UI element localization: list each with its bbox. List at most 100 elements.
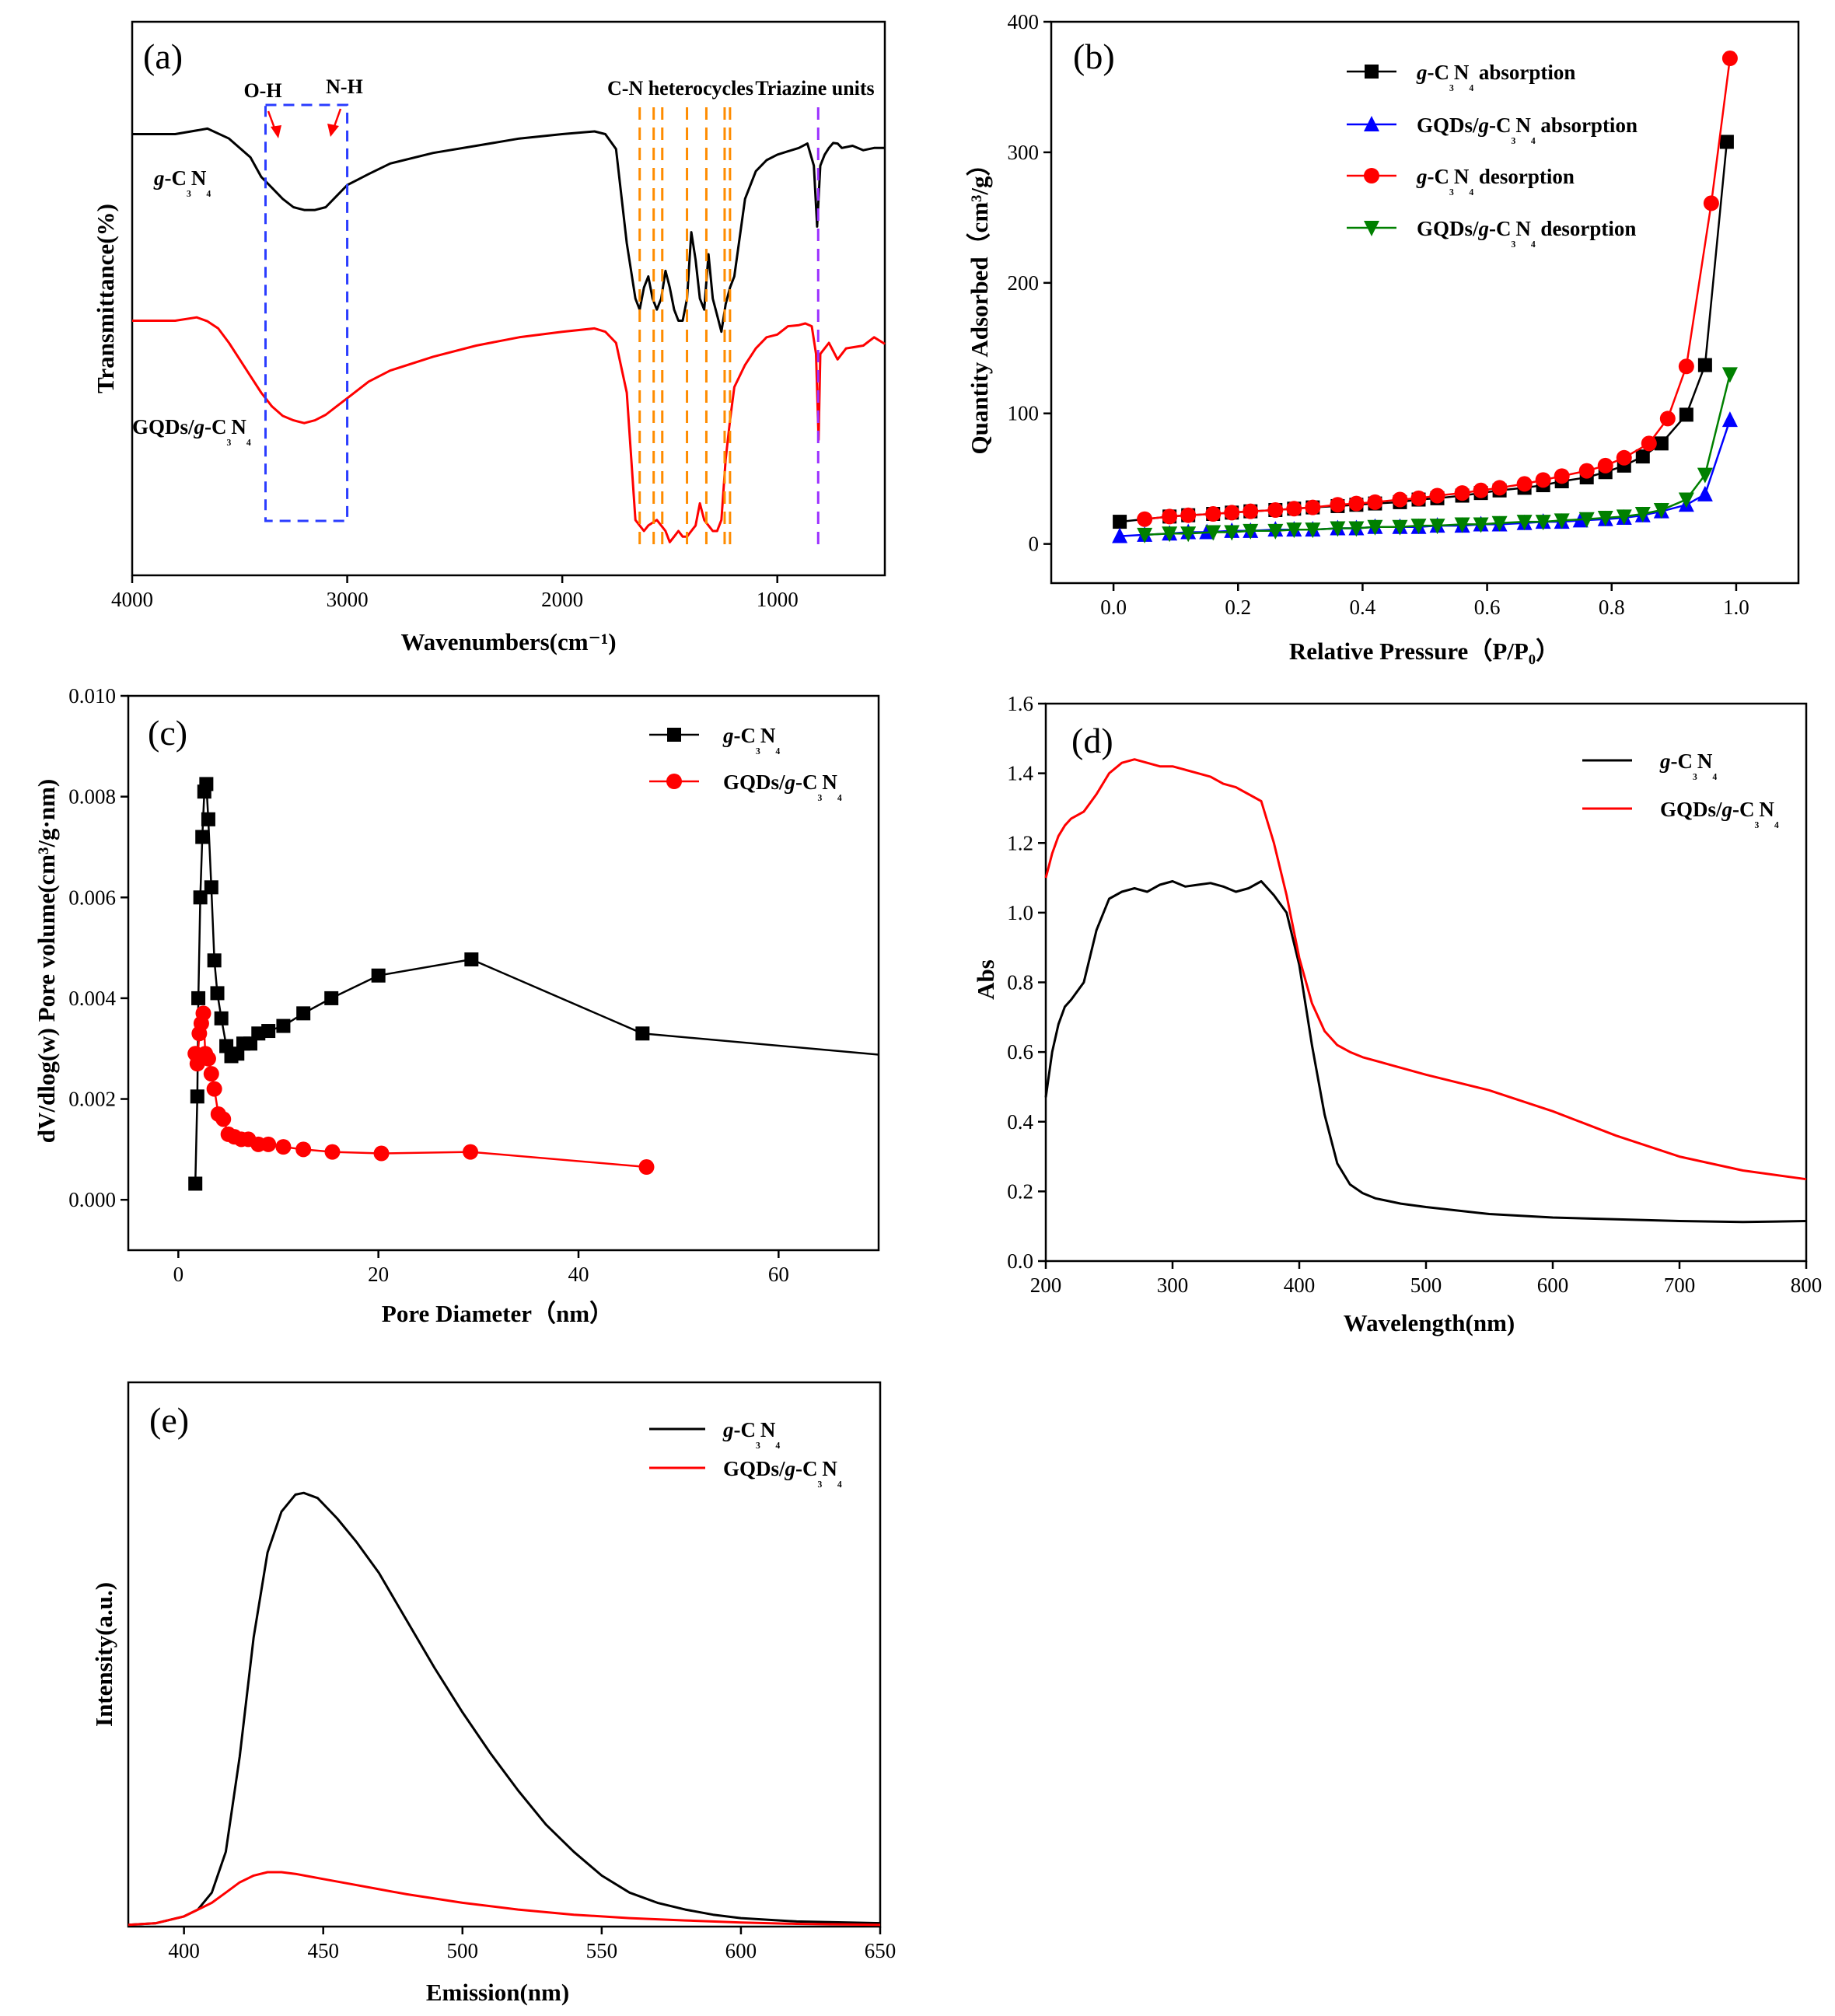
data-point (206, 1081, 222, 1097)
legend-label: GQDs/g-C₃N₄ (723, 770, 842, 802)
x-tick-label: 0.4 (1350, 596, 1376, 619)
y-tick-label: 0.006 (68, 886, 116, 909)
data-point (1205, 525, 1222, 541)
data-point (1697, 485, 1713, 501)
series-label-gqds: GQDs/g-C₃N₄ (132, 415, 251, 446)
data-point (1162, 526, 1178, 543)
x-axis-label: Pore Diameter（nm） (382, 1300, 613, 1327)
x-tick-label: 500 (447, 1939, 479, 1962)
legend-marker (1364, 221, 1379, 236)
y-axis-label: Transmittance(%) (92, 204, 119, 393)
x-axis-label: Relative Pressure（P/P₀） (1289, 638, 1560, 665)
series-label-gc3n4: g-C₃N₄ (153, 166, 211, 197)
oh-nh-region-box (264, 103, 349, 522)
uvvis-line-gc3n4 (1044, 880, 1807, 1224)
data-point (1721, 411, 1738, 428)
y-axis-label: Intensity(a.u.) (90, 1582, 117, 1727)
data-point (1267, 501, 1284, 518)
nh-label: N-H (326, 75, 363, 98)
data-point (295, 1141, 312, 1158)
data-point (1721, 367, 1738, 383)
x-tick-label: 2000 (541, 588, 583, 611)
series-gqds-g-c3n4-desorption (1137, 367, 1738, 543)
data-point (215, 1111, 232, 1127)
x-tick-label: 3000 (327, 588, 369, 611)
y-tick-label: 1.4 (1007, 762, 1033, 785)
data-point (371, 968, 386, 983)
x-tick-label: 650 (865, 1939, 897, 1962)
data-point (1410, 519, 1427, 535)
x-axis-label: Emission(nm) (426, 1979, 569, 2006)
x-tick-label: 300 (1157, 1274, 1189, 1297)
data-point (1653, 502, 1669, 519)
data-point (1367, 519, 1383, 536)
data-point (1429, 519, 1445, 535)
x-tick-label: 800 (1791, 1274, 1823, 1297)
data-point (195, 1005, 211, 1022)
data-point (1429, 487, 1445, 504)
y-tick-label: 0.8 (1007, 971, 1033, 994)
y-tick-label: 100 (1008, 402, 1040, 425)
pl-line-gc3n4 (128, 1491, 881, 1927)
data-point (1535, 472, 1551, 488)
data-point (1641, 435, 1657, 452)
data-point (1678, 492, 1694, 508)
data-point (207, 953, 222, 968)
data-point (1180, 526, 1197, 543)
panel-e-photoluminescence-chart: 400 450 500 550 600 650 g-C₃N₄ GQDs/g-C₃N₄ (e) Em… (90, 1381, 897, 2006)
y-tick-label: 0.000 (68, 1188, 116, 1211)
nh-arrow-head (327, 124, 339, 137)
data-point (1224, 505, 1240, 521)
legend-marker (666, 774, 682, 789)
data-point (1348, 521, 1365, 537)
panel-label-d: (d) (1071, 721, 1113, 760)
legend-label: GQDs/g-C₃N₄ (723, 1457, 842, 1488)
cn-heterocycles-label: C-N heterocycles (607, 77, 753, 100)
data-point (1305, 522, 1321, 539)
y-tick-label: 200 (1008, 271, 1040, 295)
x-tick-label: 1.0 (1723, 596, 1749, 619)
data-point (1634, 507, 1651, 523)
data-point (1597, 511, 1613, 527)
data-point (1554, 468, 1570, 484)
data-point (1113, 515, 1127, 529)
x-tick-label: 0.2 (1225, 596, 1251, 619)
plot-frame (127, 694, 880, 1252)
data-point (261, 1024, 276, 1039)
data-point (1286, 522, 1302, 539)
data-point (1243, 523, 1259, 540)
data-point (1410, 490, 1427, 506)
y-tick-label: 0.4 (1007, 1110, 1033, 1134)
data-point (201, 812, 215, 826)
y-tick-label: 1.0 (1007, 901, 1033, 924)
data-point (260, 1136, 277, 1152)
data-point (1659, 411, 1676, 427)
x-tick-label: 500 (1410, 1274, 1442, 1297)
data-point (1392, 519, 1408, 536)
data-point (1367, 494, 1383, 510)
data-point (638, 1159, 655, 1176)
data-point (1454, 517, 1470, 533)
plot-frame (1050, 20, 1800, 585)
x-tick-label: 200 (1030, 1274, 1062, 1297)
data-point (1267, 523, 1284, 540)
y-tick-label: 400 (1008, 10, 1040, 33)
panel-a-ftir-chart: 4000 3000 2000 1000 g-C₃N₄ GQDs/g-C₃N₄ O-H N-H C… (92, 20, 886, 655)
y-tick-label: 0.0 (1007, 1249, 1033, 1273)
data-point (1473, 517, 1489, 533)
legend-label: GQDs/g-C₃N₄ absorption (1417, 114, 1638, 145)
data-point (1205, 506, 1222, 522)
data-point (210, 986, 225, 1001)
legend-label: g-C₃N₄ desorption (1416, 165, 1575, 196)
data-point (296, 1006, 311, 1021)
pl-line-gqds (128, 1871, 881, 1927)
panel-label-c: (c) (148, 713, 187, 753)
y-tick-label: 1.6 (1007, 692, 1033, 715)
data-point (1516, 476, 1533, 492)
uvvis-line-gqds (1044, 758, 1807, 1181)
data-point (1535, 515, 1551, 531)
data-point (1162, 508, 1178, 525)
data-point (1616, 449, 1632, 466)
y-tick-label: 0.004 (68, 987, 116, 1010)
data-point (199, 777, 214, 791)
